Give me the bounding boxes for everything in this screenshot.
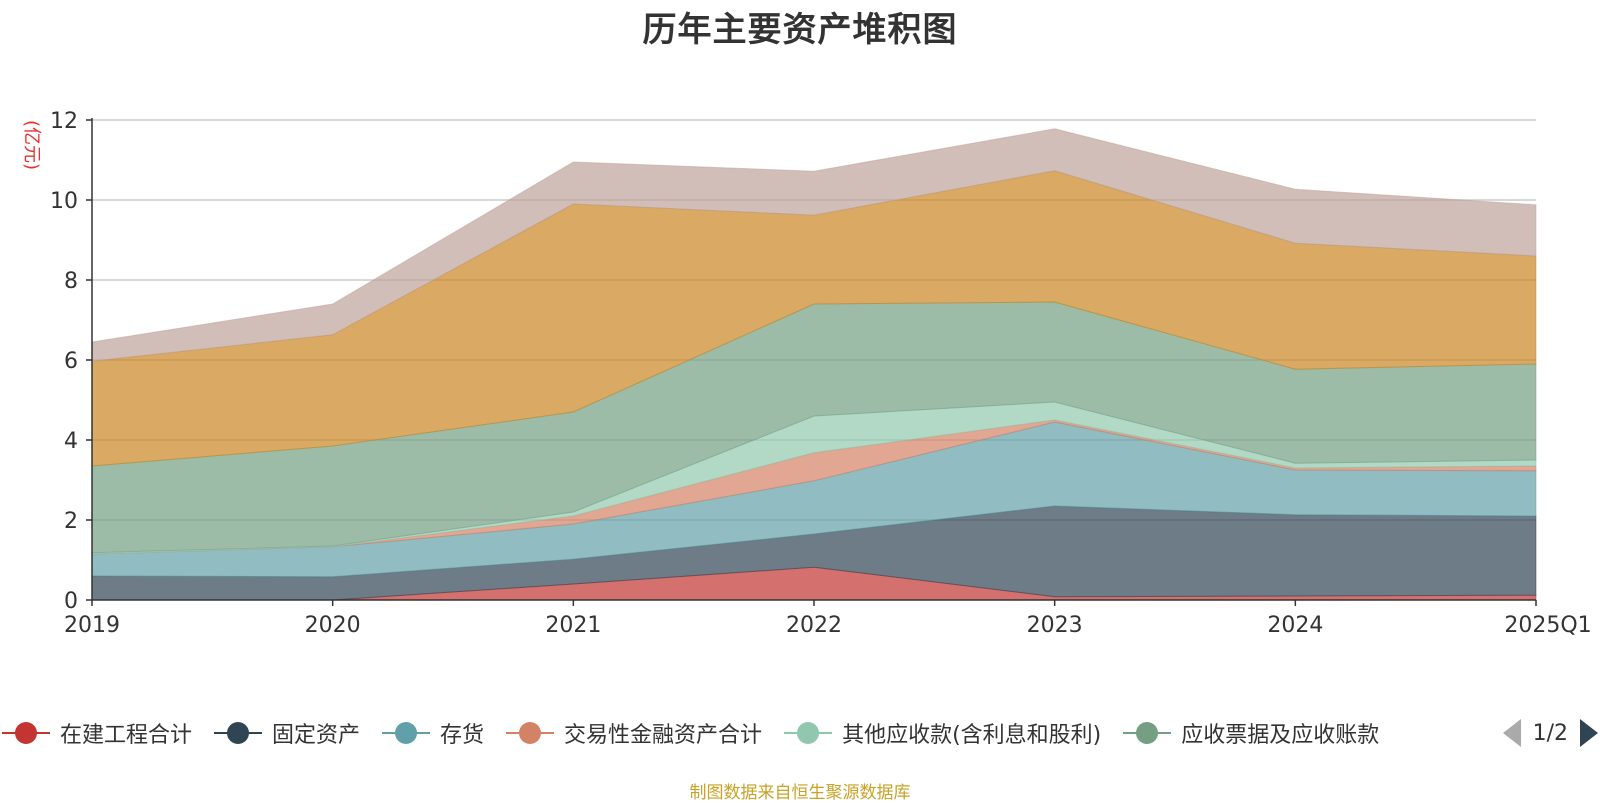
legend-item-3[interactable]: 交易性金融资产合计 bbox=[506, 717, 762, 749]
x-tick-label: 2019 bbox=[64, 613, 120, 638]
chart-title: 历年主要资产堆积图 bbox=[642, 10, 958, 50]
legend-label: 应收票据及应收账款 bbox=[1181, 723, 1380, 748]
legend-item-0[interactable]: 在建工程合计 bbox=[2, 717, 192, 749]
legend-item-1[interactable]: 固定资产 bbox=[214, 717, 360, 749]
legend: 在建工程合计 固定资产 存货 交易性金融资产合计 其他应收款(含利息和股利) 应收票据及应… bbox=[0, 716, 1600, 750]
legend-item-2[interactable]: 存货 bbox=[382, 717, 484, 749]
y-tick-label: 8 bbox=[64, 269, 78, 294]
x-tick-label: 2022 bbox=[786, 613, 842, 638]
y-tick-label: 12 bbox=[50, 109, 78, 134]
y-tick-label: 6 bbox=[64, 349, 78, 374]
y-tick-label: 4 bbox=[64, 429, 78, 454]
legend-next-page-icon[interactable] bbox=[1580, 719, 1598, 747]
y-tick-label: 2 bbox=[64, 509, 78, 534]
y-unit-label: (亿元) bbox=[21, 120, 42, 170]
legend-marker-icon bbox=[214, 721, 263, 745]
legend-marker-icon bbox=[506, 721, 555, 745]
x-tick-label: 2021 bbox=[545, 613, 601, 638]
x-tick-label: 2025Q1 bbox=[1504, 613, 1591, 638]
legend-prev-page-icon[interactable] bbox=[1502, 719, 1521, 747]
legend-marker-icon bbox=[1123, 721, 1172, 745]
legend-label: 固定资产 bbox=[272, 723, 361, 748]
x-tick-label: 2020 bbox=[305, 613, 361, 638]
legend-label: 交易性金融资产合计 bbox=[564, 723, 763, 748]
legend-item-4[interactable]: 其他应收款(含利息和股利) bbox=[784, 717, 1101, 749]
y-tick-label: 10 bbox=[50, 189, 78, 214]
source-note: 制图数据来自恒生聚源数据库 bbox=[689, 783, 911, 803]
area-series bbox=[91, 128, 1537, 601]
legend-label: 在建工程合计 bbox=[60, 723, 193, 748]
legend-page-indicator: 1/2 bbox=[1532, 720, 1568, 746]
x-tick-label: 2023 bbox=[1027, 613, 1083, 638]
legend-marker-icon bbox=[382, 721, 431, 745]
legend-marker-icon bbox=[2, 721, 50, 745]
legend-item-5[interactable]: 应收票据及应收账款 bbox=[1123, 717, 1379, 749]
y-tick-label: 0 bbox=[64, 589, 78, 614]
legend-label: 存货 bbox=[440, 723, 485, 748]
legend-label: 其他应收款(含利息和股利) bbox=[842, 723, 1102, 748]
legend-pager: 1/2 bbox=[1502, 716, 1598, 750]
axes: 0 2 4 6 8 10 12 2019 2020 2021 2022 2023 2024 2025Q1 (… bbox=[21, 109, 1592, 638]
x-tick-label: 2024 bbox=[1267, 613, 1323, 638]
legend-marker-icon bbox=[784, 721, 833, 745]
area-series-7 bbox=[91, 128, 1537, 362]
